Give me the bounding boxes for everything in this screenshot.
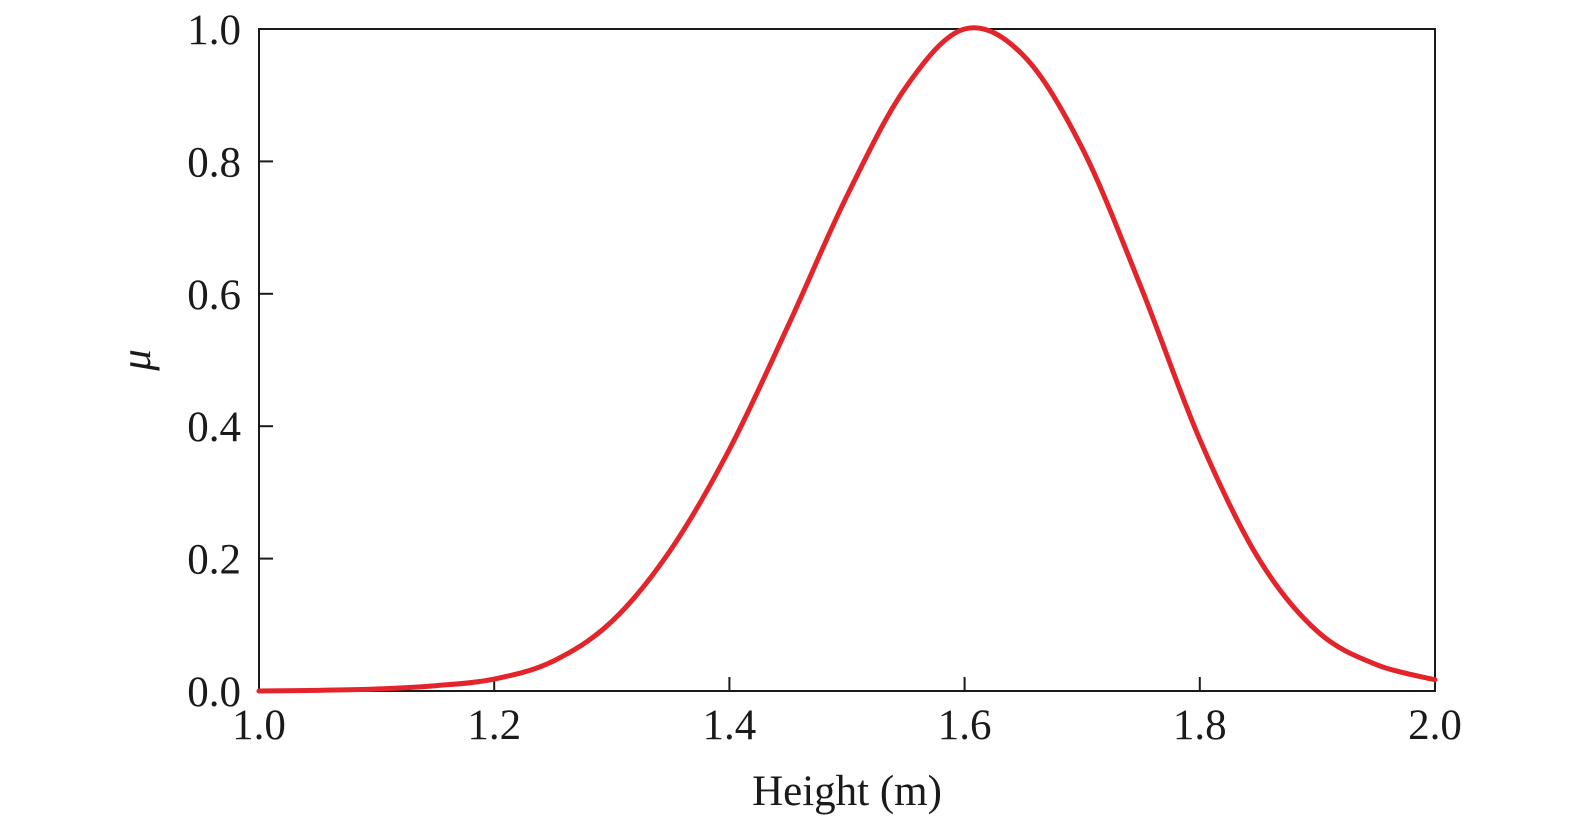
y-tick-label: 0.6 xyxy=(187,272,241,319)
series-line xyxy=(256,25,1438,694)
x-axis-tick-labels: 1.0 1.2 1.4 1.6 1.8 2.0 xyxy=(232,702,1462,749)
x-tick-label: 1.4 xyxy=(703,702,757,749)
x-axis-title: Height (m) xyxy=(752,768,942,815)
y-axis-tick-labels: 0.0 0.2 0.4 0.6 0.8 1.0 xyxy=(187,7,241,716)
x-tick-label: 2.0 xyxy=(1408,702,1462,749)
series-group xyxy=(256,25,1438,694)
x-axis-ticks xyxy=(258,677,1436,691)
y-tick-label: 0.0 xyxy=(187,669,241,716)
x-tick-label: 1.8 xyxy=(1173,702,1227,749)
y-axis-title: μ xyxy=(113,349,160,372)
y-tick-label: 0.4 xyxy=(187,404,241,451)
x-tick-label: 1.2 xyxy=(467,702,521,749)
x-tick-label: 1.0 xyxy=(232,702,286,749)
plot-area xyxy=(258,28,1436,692)
y-tick-label: 1.0 xyxy=(187,7,241,54)
x-tick-label: 1.6 xyxy=(938,702,992,749)
y-tick-label: 0.2 xyxy=(187,537,241,584)
y-tick-label: 0.8 xyxy=(187,139,241,186)
